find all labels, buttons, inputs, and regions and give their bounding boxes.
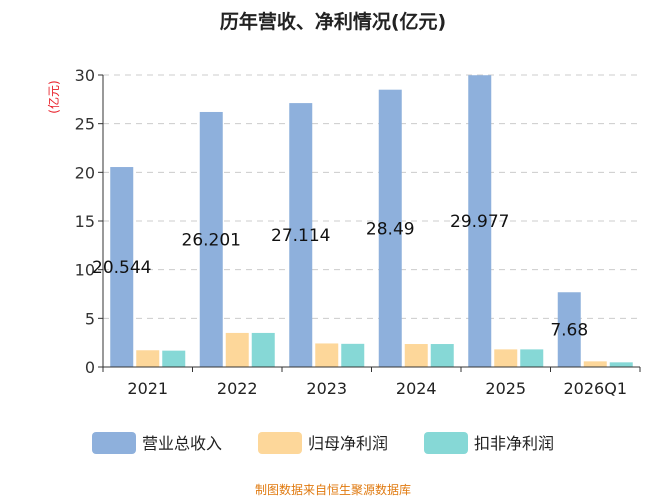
data-labels: 20.544 26.201 27.114 28.49 29.977 7.68: [92, 212, 588, 341]
y-tick-label: 5: [85, 309, 95, 328]
bar: [378, 89, 402, 368]
x-tick-label: 2025: [485, 379, 526, 398]
y-tick-label: 25: [75, 115, 95, 134]
legend-swatch: [258, 432, 302, 454]
x-tick-label: 2023: [306, 379, 347, 398]
legend-label: 扣非净利润: [474, 434, 554, 453]
x-tick-label: 2026Q1: [564, 379, 628, 398]
legend-swatch: [424, 432, 468, 454]
data-label: 7.68: [550, 321, 588, 341]
bar: [199, 111, 223, 368]
bar: [430, 344, 454, 367]
legend-label: 营业总收入: [142, 434, 222, 453]
bar: [557, 292, 581, 367]
y-tick-label: 30: [75, 66, 95, 85]
x-tick-label: 2024: [396, 379, 437, 398]
x-axis: 2021 2022 2023 2024 2025 2026Q1: [102, 366, 641, 398]
bar: [315, 343, 339, 367]
data-label: 28.49: [366, 219, 415, 239]
bar: [110, 167, 134, 367]
bar: [162, 350, 186, 367]
data-label: 26.201: [182, 230, 241, 250]
y-axis: 0 5 10 15 20 25 30: [75, 66, 104, 377]
y-tick-label: 20: [75, 163, 95, 182]
bar: [609, 362, 633, 367]
legend: 营业总收入 归母净利润 扣非净利润: [92, 432, 554, 454]
x-tick-label: 2022: [217, 379, 258, 398]
data-label: 20.544: [92, 258, 151, 278]
bar: [404, 344, 428, 367]
bar: [289, 103, 313, 368]
data-label: 29.977: [450, 212, 509, 232]
bar: [251, 332, 275, 367]
bar: [225, 332, 249, 367]
bars: [110, 75, 633, 368]
source-note: 制图数据来自恒生聚源数据库: [255, 482, 411, 497]
bar: [136, 350, 160, 367]
y-tick-label: 10: [75, 261, 95, 280]
bar: [468, 75, 492, 367]
data-label: 27.114: [271, 226, 330, 246]
bar: [520, 349, 544, 367]
legend-label: 归母净利润: [308, 434, 388, 453]
bar: [583, 361, 607, 367]
bar: [341, 343, 365, 367]
y-tick-label: 15: [75, 212, 95, 231]
legend-swatch: [92, 432, 136, 454]
chart-title: 历年营收、净利情况(亿元): [220, 10, 446, 33]
y-axis-label: (亿元): [46, 80, 61, 113]
bar: [494, 349, 518, 367]
y-tick-label: 0: [85, 358, 95, 377]
x-tick-label: 2021: [127, 379, 168, 398]
grid-lines: [103, 74, 640, 319]
